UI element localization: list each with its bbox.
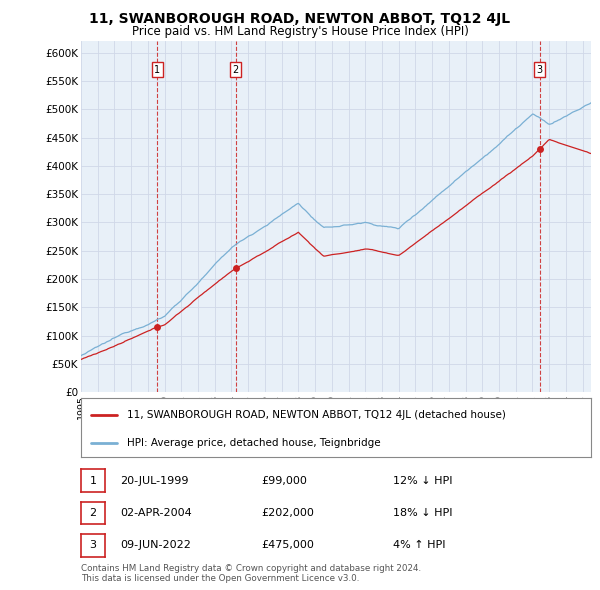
Text: 18% ↓ HPI: 18% ↓ HPI xyxy=(393,508,452,518)
Text: 02-APR-2004: 02-APR-2004 xyxy=(120,508,192,518)
Text: 3: 3 xyxy=(537,65,543,74)
Text: 11, SWANBOROUGH ROAD, NEWTON ABBOT, TQ12 4JL: 11, SWANBOROUGH ROAD, NEWTON ABBOT, TQ12… xyxy=(89,12,511,26)
Text: Contains HM Land Registry data © Crown copyright and database right 2024.
This d: Contains HM Land Registry data © Crown c… xyxy=(81,563,421,583)
Text: 3: 3 xyxy=(89,540,97,550)
Text: 12% ↓ HPI: 12% ↓ HPI xyxy=(393,476,452,486)
Text: 11, SWANBOROUGH ROAD, NEWTON ABBOT, TQ12 4JL (detached house): 11, SWANBOROUGH ROAD, NEWTON ABBOT, TQ12… xyxy=(127,410,506,419)
Text: 09-JUN-2022: 09-JUN-2022 xyxy=(120,540,191,550)
Text: Price paid vs. HM Land Registry's House Price Index (HPI): Price paid vs. HM Land Registry's House … xyxy=(131,25,469,38)
Text: 20-JUL-1999: 20-JUL-1999 xyxy=(120,476,188,486)
Text: 4% ↑ HPI: 4% ↑ HPI xyxy=(393,540,445,550)
Text: HPI: Average price, detached house, Teignbridge: HPI: Average price, detached house, Teig… xyxy=(127,438,380,447)
Text: 1: 1 xyxy=(89,476,97,486)
Text: 1: 1 xyxy=(154,65,160,74)
Text: £99,000: £99,000 xyxy=(261,476,307,486)
Text: £202,000: £202,000 xyxy=(261,508,314,518)
Text: 2: 2 xyxy=(233,65,239,74)
Text: £475,000: £475,000 xyxy=(261,540,314,550)
Text: 2: 2 xyxy=(89,508,97,518)
